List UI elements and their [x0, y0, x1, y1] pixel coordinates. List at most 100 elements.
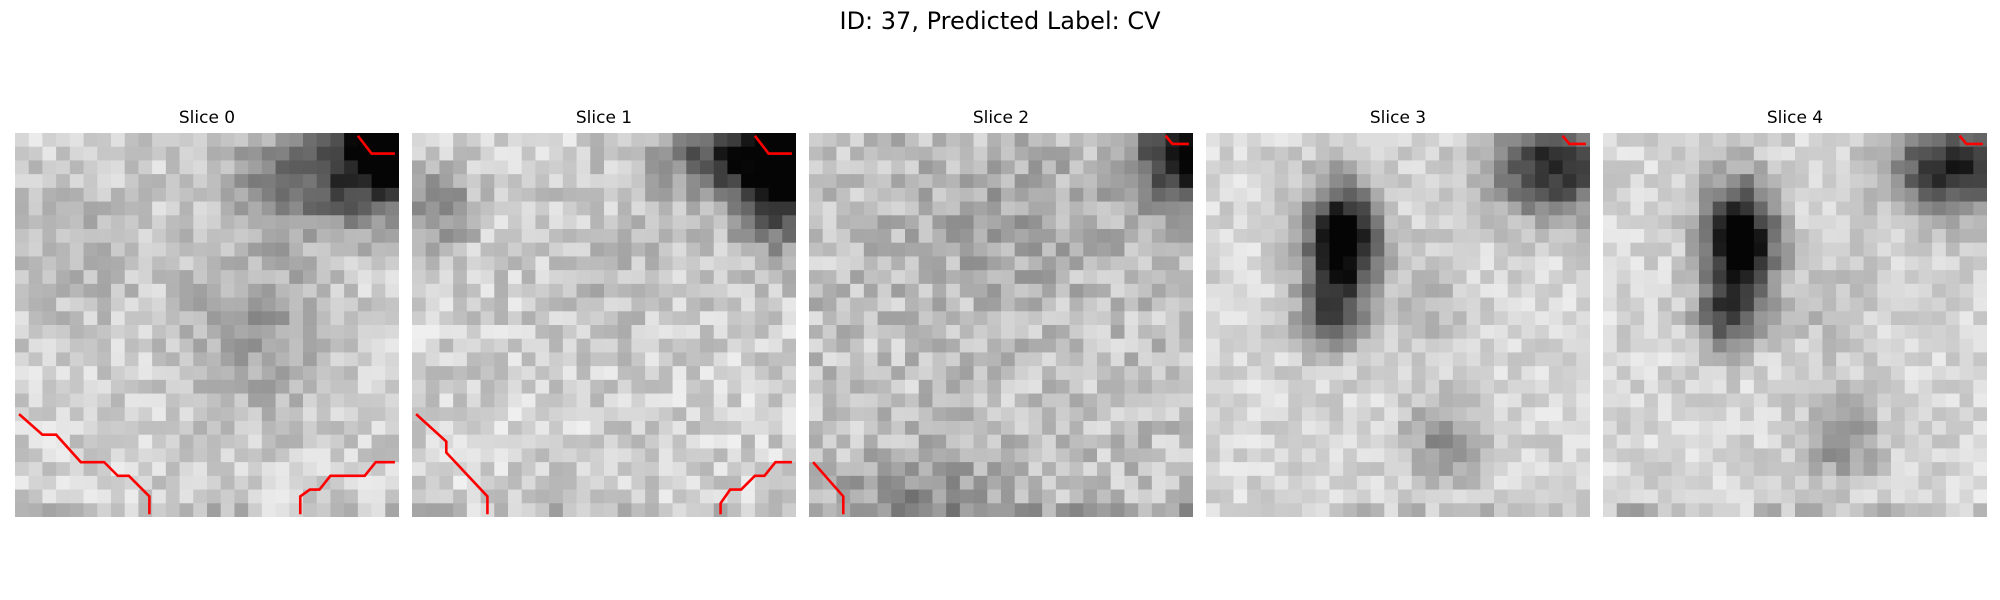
pixel-cell — [1439, 174, 1454, 189]
pixel-cell — [220, 133, 235, 148]
pixel-cell — [15, 489, 30, 504]
pixel-cell — [521, 133, 536, 148]
pixel-cell — [1877, 297, 1892, 312]
pixel-cell — [1329, 201, 1344, 216]
pixel-cell — [877, 160, 892, 175]
pixel-cell — [1260, 503, 1275, 517]
pixel-cell — [850, 133, 865, 148]
pixel-cell — [1795, 146, 1810, 161]
pixel-cell — [1836, 215, 1851, 230]
pixel-cell — [1562, 366, 1577, 381]
pixel-cell — [768, 407, 783, 422]
pixel-cell — [1891, 448, 1906, 463]
pixel-cell — [645, 421, 660, 436]
pixel-cell — [1603, 311, 1618, 326]
pixel-cell — [1398, 338, 1413, 353]
pixel-cell — [1055, 270, 1070, 285]
pixel-cell — [1616, 160, 1631, 175]
pixel-cell — [453, 297, 468, 312]
pixel-cell — [248, 503, 263, 517]
pixel-cell — [1932, 503, 1947, 517]
pixel-cell — [1452, 393, 1467, 408]
pixel-cell — [1849, 174, 1864, 189]
pixel-cell — [727, 393, 742, 408]
pixel-cell — [425, 325, 440, 340]
pixel-cell — [1521, 421, 1536, 436]
pixel-cell — [549, 379, 564, 394]
pixel-cell — [782, 242, 796, 257]
pixel-cell — [617, 146, 632, 161]
pixel-cell — [631, 270, 646, 285]
pixel-cell — [1165, 352, 1180, 367]
pixel-cell — [918, 434, 933, 449]
pixel-cell — [466, 503, 481, 517]
pixel-cell — [1069, 434, 1084, 449]
pixel-cell — [1657, 146, 1672, 161]
pixel-cell — [357, 434, 372, 449]
pixel-cell — [1384, 187, 1399, 202]
pixel-cell — [658, 201, 673, 216]
pixel-cell — [1097, 311, 1112, 326]
pixel-cell — [590, 174, 605, 189]
pixel-cell — [1494, 379, 1509, 394]
pixel-cell — [97, 215, 112, 230]
pixel-cell — [549, 503, 564, 517]
pixel-cell — [56, 270, 71, 285]
pixel-cell — [1685, 146, 1700, 161]
pixel-cell — [165, 407, 180, 422]
pixel-cell — [1795, 270, 1810, 285]
pixel-cell — [124, 338, 139, 353]
pixel-cell — [1384, 448, 1399, 463]
pixel-cell — [713, 229, 728, 244]
pixel-cell — [1083, 475, 1098, 490]
pixel-cell — [83, 283, 98, 298]
pixel-cell — [138, 434, 153, 449]
pixel-cell — [1466, 475, 1481, 490]
pixel-cell — [1274, 160, 1289, 175]
pixel-cell — [946, 407, 961, 422]
pixel-cell — [1165, 366, 1180, 381]
pixel-cell — [863, 338, 878, 353]
pixel-cell — [1343, 283, 1358, 298]
pixel-cell — [1918, 325, 1933, 340]
pixel-cell — [1384, 421, 1399, 436]
pixel-cell — [1685, 201, 1700, 216]
pixel-cell — [590, 242, 605, 257]
pixel-cell — [1904, 475, 1919, 490]
pixel-cell — [248, 270, 263, 285]
pixel-cell — [987, 174, 1002, 189]
pixel-cell — [562, 338, 577, 353]
pixel-cell — [1247, 366, 1262, 381]
pixel-cell — [1452, 160, 1467, 175]
pixel-cell — [521, 448, 536, 463]
pixel-cell — [905, 283, 920, 298]
pixel-cell — [932, 421, 947, 436]
pixel-cell — [1151, 160, 1166, 175]
pixel-cell — [193, 366, 208, 381]
pixel-cell — [658, 407, 673, 422]
pixel-cell — [1630, 201, 1645, 216]
pixel-cell — [576, 352, 591, 367]
pixel-cell — [1836, 421, 1851, 436]
pixel-cell — [918, 174, 933, 189]
pixel-cell — [1726, 393, 1741, 408]
pixel-cell — [1767, 146, 1782, 161]
pixel-cell — [617, 475, 632, 490]
pixel-cell — [261, 421, 276, 436]
pixel-cell — [1452, 352, 1467, 367]
pixel-cell — [1863, 229, 1878, 244]
pixel-cell — [1179, 325, 1193, 340]
pixel-cell — [1151, 407, 1166, 422]
pixel-cell — [1356, 352, 1371, 367]
pixel-cell — [1343, 174, 1358, 189]
pixel-cell — [836, 215, 851, 230]
pixel-cell — [1233, 229, 1248, 244]
pixel-cell — [1452, 215, 1467, 230]
pixel-cell — [111, 311, 126, 326]
pixel-cell — [987, 475, 1002, 490]
pixel-cell — [28, 311, 43, 326]
pixel-cell — [987, 160, 1002, 175]
pixel-cell — [891, 256, 906, 271]
pixel-cell — [344, 187, 359, 202]
pixel-cell — [727, 256, 742, 271]
